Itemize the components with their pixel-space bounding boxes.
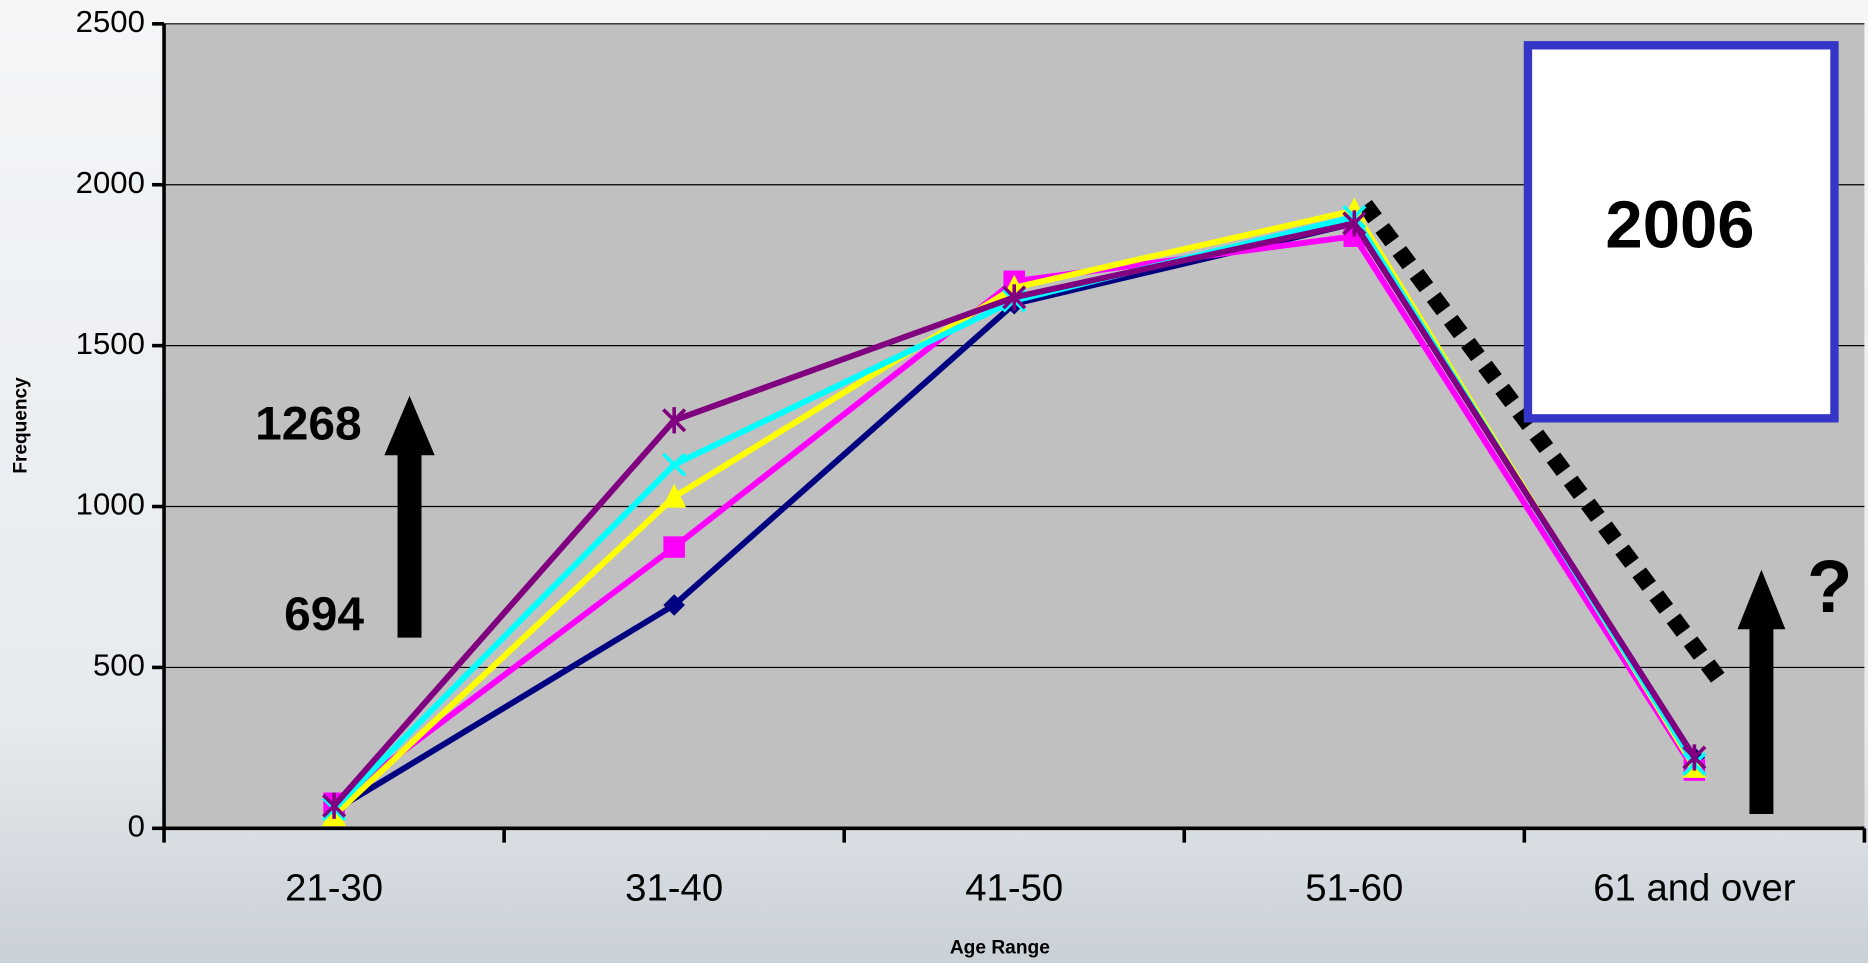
up-arrow bbox=[384, 395, 435, 638]
y-tick-label: 1000 bbox=[76, 487, 145, 522]
y-tick-label: 2000 bbox=[76, 165, 145, 200]
marker bbox=[1682, 744, 1707, 771]
x-tick-label: 21-30 bbox=[285, 866, 383, 909]
year-label: 2006 bbox=[1605, 188, 1754, 263]
annotation: 694 bbox=[284, 588, 364, 641]
x-axis-title: Age Range bbox=[950, 938, 1050, 959]
x-tick-label: 61 and over bbox=[1593, 866, 1796, 909]
marker bbox=[662, 407, 687, 434]
y-tick-label: 2500 bbox=[76, 4, 145, 39]
marker bbox=[1342, 210, 1367, 237]
y-axis-title: Frequency bbox=[11, 377, 32, 474]
x-tick-label: 31-40 bbox=[625, 866, 723, 909]
y-tick-label: 0 bbox=[128, 809, 145, 844]
marker bbox=[663, 536, 685, 558]
marker bbox=[1002, 284, 1027, 311]
year-box bbox=[1523, 41, 1839, 423]
up-arrow bbox=[1737, 569, 1786, 815]
x-tick-label: 51-60 bbox=[1305, 866, 1403, 909]
marker bbox=[662, 483, 687, 508]
annotation: ? bbox=[1807, 545, 1852, 628]
dotted-trend bbox=[1358, 200, 1728, 687]
marker bbox=[322, 792, 347, 819]
y-tick-label: 1500 bbox=[76, 326, 145, 361]
y-tick-label: 500 bbox=[93, 648, 145, 683]
marker bbox=[662, 452, 687, 477]
annotation: 1268 bbox=[255, 397, 362, 450]
x-tick-label: 41-50 bbox=[965, 866, 1063, 909]
